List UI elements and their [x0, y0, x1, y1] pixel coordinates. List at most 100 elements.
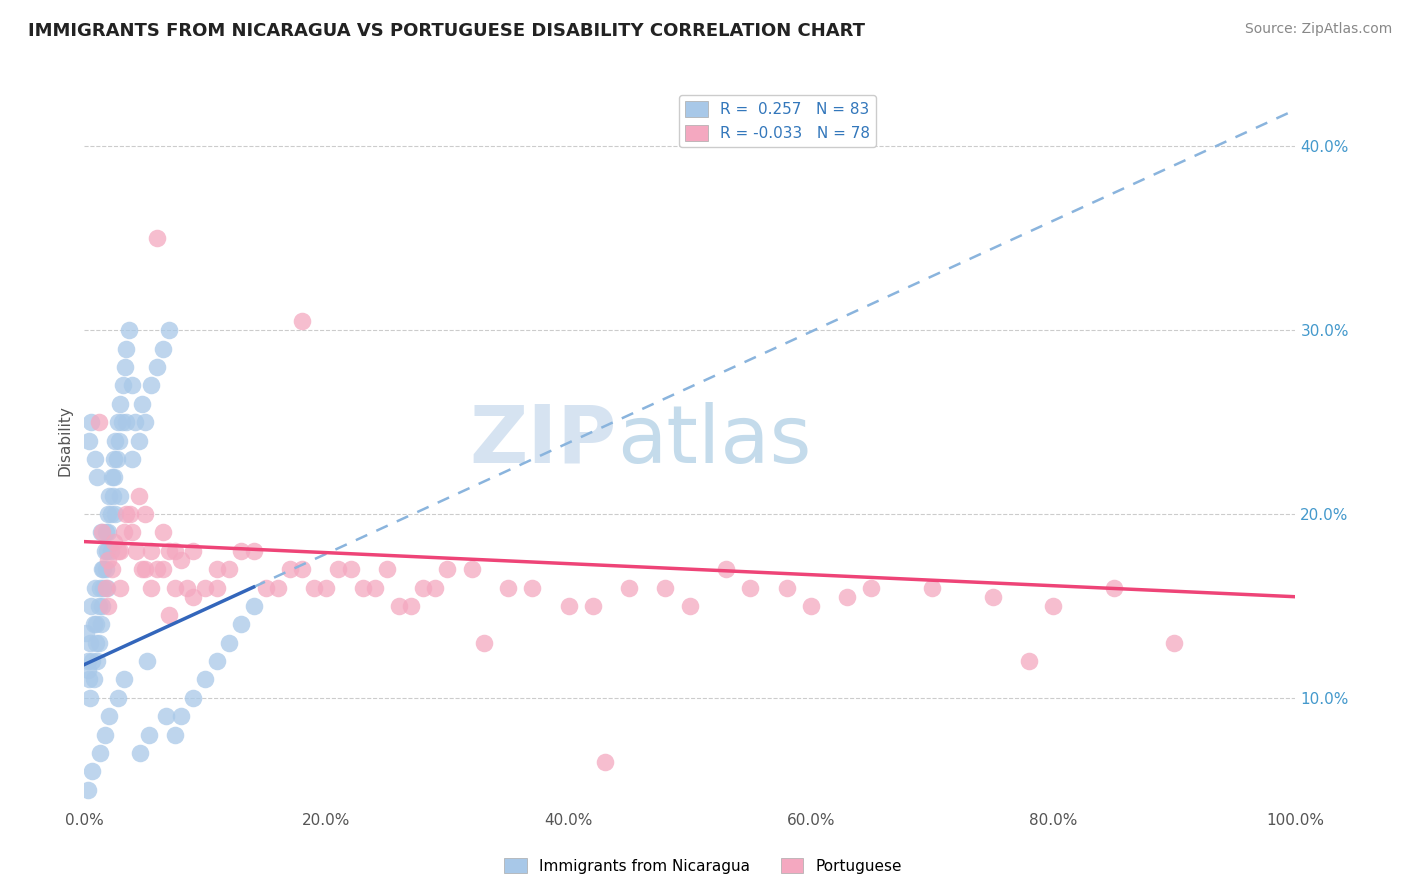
- Point: [775, 581, 797, 595]
- Point: [388, 599, 411, 613]
- Point: [981, 590, 1004, 604]
- Legend: R =  0.257   N = 83, R = -0.033   N = 78: R = 0.257 N = 83, R = -0.033 N = 78: [679, 95, 876, 147]
- Point: [94, 581, 117, 595]
- Point: [107, 543, 129, 558]
- Point: [194, 673, 217, 687]
- Point: [522, 581, 544, 595]
- Point: [77, 663, 100, 677]
- Point: [93, 562, 115, 576]
- Point: [111, 378, 134, 392]
- Point: [267, 581, 290, 595]
- Point: [80, 599, 103, 613]
- Point: [163, 728, 186, 742]
- Point: [134, 562, 156, 576]
- Point: [125, 543, 148, 558]
- Point: [582, 599, 605, 613]
- Point: [139, 543, 162, 558]
- Point: [83, 581, 105, 595]
- Point: [860, 581, 883, 595]
- Point: [425, 581, 447, 595]
- Point: [79, 635, 101, 649]
- Point: [82, 764, 104, 779]
- Point: [131, 562, 153, 576]
- Point: [436, 562, 458, 576]
- Point: [90, 617, 112, 632]
- Point: [242, 543, 264, 558]
- Point: [87, 635, 110, 649]
- Point: [218, 635, 240, 649]
- Point: [155, 709, 177, 723]
- Point: [91, 599, 114, 613]
- Point: [75, 626, 97, 640]
- Point: [83, 451, 105, 466]
- Point: [157, 608, 180, 623]
- Point: [181, 690, 204, 705]
- Point: [278, 562, 301, 576]
- Point: [107, 415, 129, 429]
- Point: [593, 755, 616, 769]
- Point: [115, 507, 138, 521]
- Point: [176, 581, 198, 595]
- Point: [800, 599, 823, 613]
- Point: [152, 562, 174, 576]
- Point: [131, 397, 153, 411]
- Point: [79, 690, 101, 705]
- Point: [89, 746, 111, 760]
- Point: [103, 534, 125, 549]
- Text: IMMIGRANTS FROM NICARAGUA VS PORTUGUESE DISABILITY CORRELATION CHART: IMMIGRANTS FROM NICARAGUA VS PORTUGUESE …: [28, 22, 865, 40]
- Point: [101, 470, 124, 484]
- Point: [96, 581, 118, 595]
- Point: [291, 314, 314, 328]
- Point: [110, 415, 132, 429]
- Point: [100, 543, 122, 558]
- Point: [837, 590, 859, 604]
- Point: [124, 415, 146, 429]
- Point: [181, 543, 204, 558]
- Point: [76, 654, 98, 668]
- Point: [145, 231, 167, 245]
- Point: [181, 590, 204, 604]
- Point: [375, 562, 398, 576]
- Point: [315, 581, 337, 595]
- Point: [254, 581, 277, 595]
- Point: [617, 581, 640, 595]
- Point: [87, 599, 110, 613]
- Point: [98, 489, 121, 503]
- Point: [163, 581, 186, 595]
- Point: [170, 553, 193, 567]
- Point: [118, 323, 141, 337]
- Point: [152, 525, 174, 540]
- Point: [231, 617, 253, 632]
- Point: [207, 654, 229, 668]
- Point: [496, 581, 519, 595]
- Point: [77, 434, 100, 448]
- Point: [83, 673, 105, 687]
- Point: [84, 635, 107, 649]
- Point: [121, 378, 143, 392]
- Point: [207, 562, 229, 576]
- Point: [1163, 635, 1185, 649]
- Point: [328, 562, 350, 576]
- Point: [170, 709, 193, 723]
- Point: [139, 378, 162, 392]
- Point: [921, 581, 943, 595]
- Point: [108, 434, 131, 448]
- Point: [118, 507, 141, 521]
- Point: [84, 617, 107, 632]
- Legend: Immigrants from Nicaragua, Portuguese: Immigrants from Nicaragua, Portuguese: [498, 852, 908, 880]
- Point: [412, 581, 434, 595]
- Point: [104, 507, 127, 521]
- Point: [139, 581, 162, 595]
- Point: [112, 525, 135, 540]
- Point: [110, 489, 132, 503]
- Point: [94, 525, 117, 540]
- Point: [145, 562, 167, 576]
- Point: [1102, 581, 1125, 595]
- Point: [352, 581, 374, 595]
- Text: ZIP: ZIP: [470, 401, 617, 480]
- Point: [112, 673, 135, 687]
- Point: [91, 562, 114, 576]
- Point: [97, 553, 120, 567]
- Point: [93, 581, 115, 595]
- Text: atlas: atlas: [617, 401, 811, 480]
